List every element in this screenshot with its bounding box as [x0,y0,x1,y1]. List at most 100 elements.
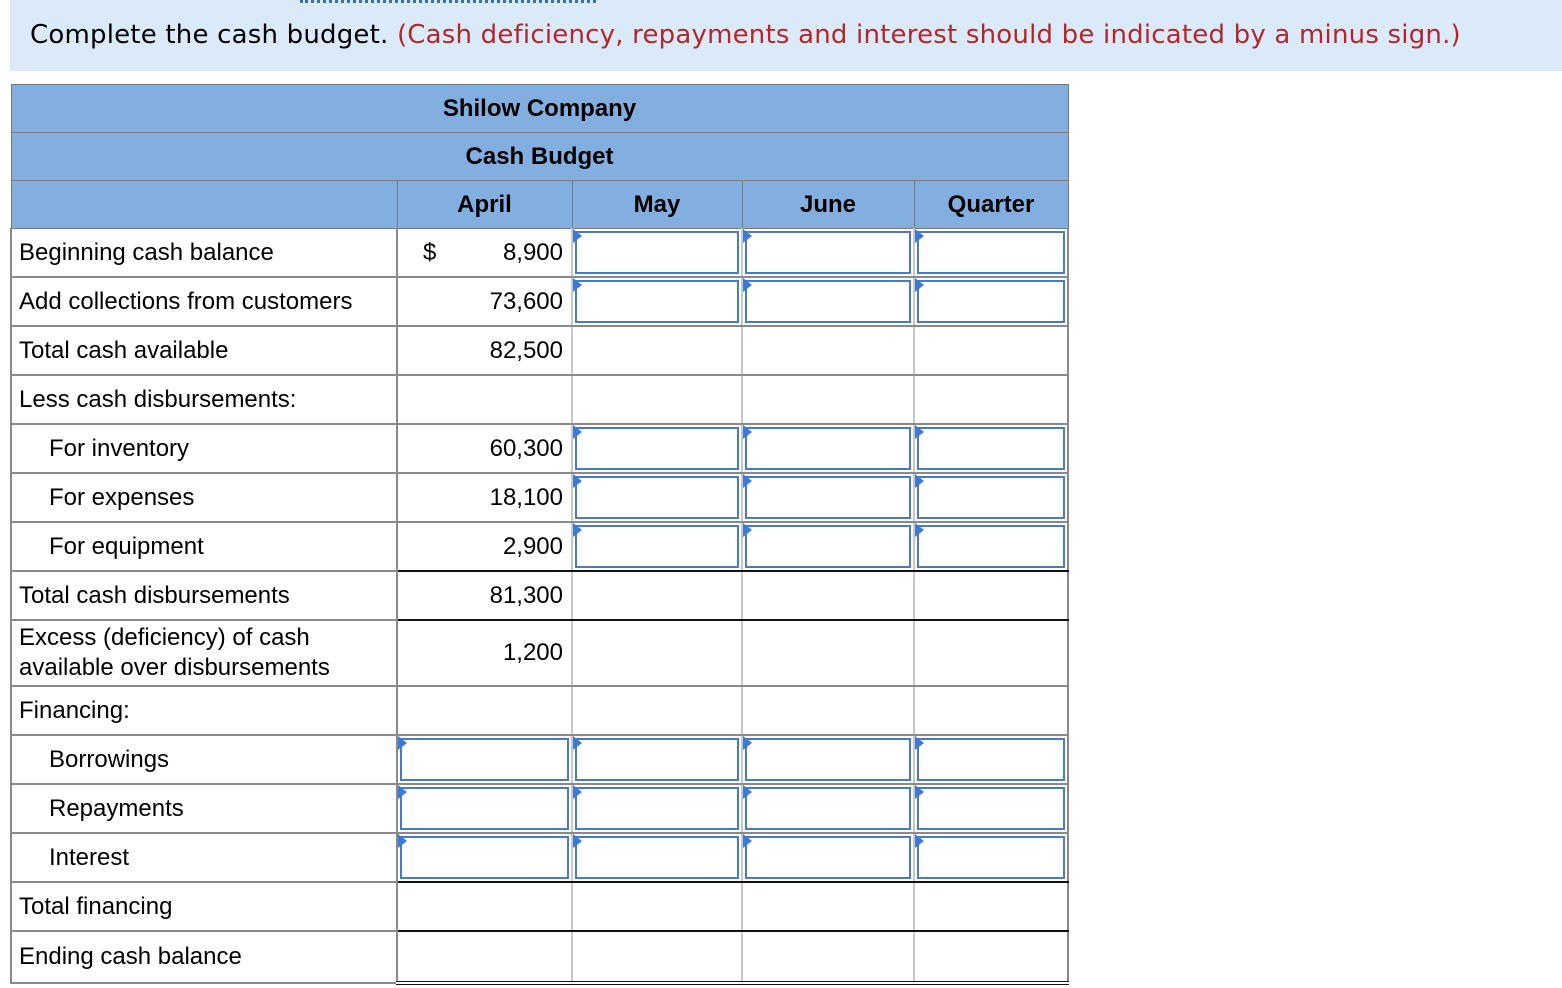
june-input[interactable] [745,231,911,274]
june-input-cell[interactable] [742,735,915,785]
may-input[interactable] [575,836,739,879]
may-input-cell[interactable] [572,277,743,327]
june-input-cell[interactable] [742,277,915,327]
quarter-input[interactable] [917,787,1066,830]
quarter-input-cell[interactable] [914,833,1070,883]
june-input-cell[interactable] [742,228,915,278]
april-input[interactable] [400,836,569,879]
may-input[interactable] [575,525,739,568]
dropdown-marker-icon [915,736,924,750]
april-input-cell[interactable] [397,735,573,785]
may-input-cell[interactable] [572,833,743,883]
may-input-cell[interactable] [572,473,743,523]
june-input[interactable] [745,738,911,781]
june-input-cell[interactable] [742,473,915,523]
row-excess: Excess (deficiency) of cash available ov… [10,620,1070,687]
quarter-input-cell[interactable] [914,228,1070,278]
row-label: Total financing [10,882,398,932]
june-input-cell[interactable] [742,784,915,834]
row-expenses: For expenses 18,100 [10,473,1070,523]
dropdown-marker-icon [573,425,582,439]
may-input[interactable] [575,476,739,519]
quarter-input-cell[interactable] [914,473,1070,523]
quarter-input-cell[interactable] [914,277,1070,327]
june-value [742,931,915,985]
amount: 81,300 [489,581,563,609]
quarter-input-cell[interactable] [914,784,1070,834]
dropdown-marker-icon [398,834,407,848]
april-input[interactable] [400,738,569,781]
april-value: 60,300 [397,424,573,474]
row-less-disbursements: Less cash disbursements: [10,375,1070,425]
may-input[interactable] [575,787,739,830]
quarter-input-cell[interactable] [914,735,1070,785]
may-input-cell[interactable] [572,228,743,278]
may-input-cell[interactable] [572,784,743,834]
row-label: For expenses [10,473,398,523]
quarter-input-cell[interactable] [914,522,1070,572]
row-financing: Financing: [10,686,1070,736]
dropdown-marker-icon [573,278,582,292]
quarter-input[interactable] [917,738,1066,781]
row-ending-cash: Ending cash balance [10,931,1070,985]
june-value [742,571,915,621]
may-value [572,620,743,687]
row-label: Add collections from customers [10,277,398,327]
quarter-input[interactable] [917,427,1066,470]
may-value [572,882,743,932]
april-value [397,686,573,736]
dropdown-marker-icon [573,523,582,537]
june-input[interactable] [745,525,911,568]
june-value [742,326,915,376]
june-value [742,686,915,736]
quarter-input[interactable] [917,476,1066,519]
row-label: Total cash disbursements [10,571,398,621]
may-input[interactable] [575,427,739,470]
row-label: Total cash available [10,326,398,376]
header-blank [10,180,398,229]
dropdown-marker-icon [743,523,752,537]
amount: 2,900 [502,532,563,560]
june-input[interactable] [745,476,911,519]
may-input[interactable] [575,231,739,274]
may-input-cell[interactable] [572,735,743,785]
june-input[interactable] [745,836,911,879]
may-value [572,931,743,985]
quarter-value [914,571,1070,621]
may-input-cell[interactable] [572,522,743,572]
june-input-cell[interactable] [742,522,915,572]
april-input[interactable] [400,787,569,830]
col-header-may: May [571,180,743,229]
dropdown-marker-icon [743,425,752,439]
june-input[interactable] [745,427,911,470]
dropdown-marker-icon [573,785,582,799]
dropdown-marker-icon [915,229,924,243]
quarter-value [914,686,1070,736]
dropdown-marker-icon [743,474,752,488]
april-value: 18,100 [397,473,573,523]
quarter-input-cell[interactable] [914,424,1070,474]
may-input-cell[interactable] [572,424,743,474]
amount: 60,300 [489,434,563,462]
quarter-input[interactable] [917,525,1066,568]
amount: 18,100 [489,483,563,511]
april-value: 81,300 [397,571,573,621]
june-input[interactable] [745,787,911,830]
may-input[interactable] [575,738,739,781]
dropdown-marker-icon [915,425,924,439]
april-value: 73,600 [397,277,573,327]
april-input-cell[interactable] [397,784,573,834]
quarter-input[interactable] [917,836,1066,879]
april-value: 82,500 [397,326,573,376]
june-input[interactable] [745,280,911,323]
june-input-cell[interactable] [742,833,915,883]
quarter-value [914,931,1070,985]
quarter-input[interactable] [917,280,1066,323]
may-input[interactable] [575,280,739,323]
april-value [397,931,573,985]
quarter-input[interactable] [917,231,1066,274]
april-input-cell[interactable] [397,833,573,883]
row-label: Excess (deficiency) of cash available ov… [10,620,398,687]
dropdown-marker-icon [743,278,752,292]
june-input-cell[interactable] [742,424,915,474]
